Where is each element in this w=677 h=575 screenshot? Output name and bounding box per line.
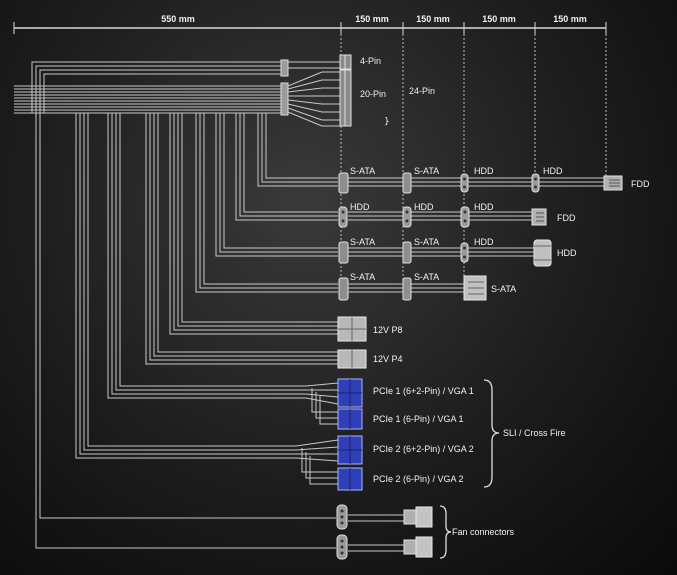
hdd-connector-icon [533, 239, 552, 267]
chain3-label: S-ATA [350, 237, 375, 247]
sata-connector-icon [402, 277, 412, 301]
main-cable-bundle [14, 61, 340, 549]
chain1-label: HDD [474, 166, 494, 176]
chain4-label: S-ATA [414, 272, 439, 282]
chain2-label: HDD [350, 202, 370, 212]
fdd-connector-icon [531, 208, 547, 226]
fan-connectors-label: Fan connectors [452, 527, 515, 537]
pin20-label: 20-Pin [360, 89, 386, 99]
chain3-label: HDD [474, 237, 494, 247]
pcie-label: PCIe 2 (6+2-Pin) / VGA 2 [373, 444, 474, 454]
pcie-6pin-connector-icon [337, 408, 363, 430]
sata-connector-icon [463, 275, 487, 301]
fdd-connector-icon [603, 175, 623, 191]
chain1-label: S-ATA [414, 166, 439, 176]
chain3-label: HDD [557, 248, 577, 258]
chain4-label: S-ATA [350, 272, 375, 282]
molex-connector-icon [531, 173, 540, 193]
segment-length-label: 150 mm [355, 14, 389, 24]
pin4-label: 4-Pin [360, 56, 381, 66]
atx-20pin-connector [280, 69, 352, 127]
molex-connector-icon [402, 206, 412, 228]
chain2-label: FDD [557, 213, 576, 223]
pcie-label: PCIe 2 (6-Pin) / VGA 2 [373, 474, 464, 484]
sli-brace-icon [483, 379, 500, 488]
pcie-branch-wires [295, 382, 339, 485]
sata-connector-icon [402, 172, 412, 194]
chain1-label: S-ATA [350, 166, 375, 176]
sata-connector-icon [338, 241, 349, 264]
atx-brace-icon: } [384, 117, 390, 127]
molex-connector-icon [460, 173, 469, 193]
main-length-label: 550 mm [161, 14, 195, 24]
chain1-label: FDD [631, 179, 650, 189]
sata-connector-icon [338, 277, 349, 301]
chain2-label: HDD [414, 202, 434, 212]
pcie-8pin-connector-icon [337, 435, 363, 465]
segment-length-label: 150 mm [416, 14, 450, 24]
cpu-p4-connector-icon [337, 349, 367, 369]
pcie-6pin-connector-icon [337, 467, 363, 491]
segment-length-label: 150 mm [553, 14, 587, 24]
cpu-p8-connector-icon [337, 316, 367, 342]
dimension-bar [13, 22, 607, 34]
sata-connector-icon [338, 172, 349, 194]
pin24-label: 24-Pin [409, 86, 435, 96]
sata-connector-icon [402, 241, 412, 264]
pcie-8pin-connector-icon [337, 378, 363, 408]
sli-crossfire-label: SLI / Cross Fire [503, 428, 566, 438]
molex-connector-icon [460, 242, 469, 263]
segment-length-label: 150 mm [482, 14, 516, 24]
chain-wires [348, 177, 604, 552]
chain4-label: S-ATA [491, 284, 516, 294]
atx-4pin-connector [280, 54, 352, 77]
fan-connector-icon [336, 534, 433, 560]
pcie-label: PCIe 1 (6+2-Pin) / VGA 1 [373, 386, 474, 396]
molex-connector-icon [338, 206, 348, 228]
fan-connector-icon [336, 504, 433, 530]
cpu-p4-label: 12V P4 [373, 354, 403, 364]
molex-connector-icon [460, 206, 470, 228]
fan-brace-icon [439, 505, 452, 559]
chain2-label: HDD [474, 202, 494, 212]
cpu-p8-label: 12V P8 [373, 325, 403, 335]
chain3-label: S-ATA [414, 237, 439, 247]
pcie-label: PCIe 1 (6-Pin) / VGA 1 [373, 414, 464, 424]
chain1-label: HDD [543, 166, 563, 176]
